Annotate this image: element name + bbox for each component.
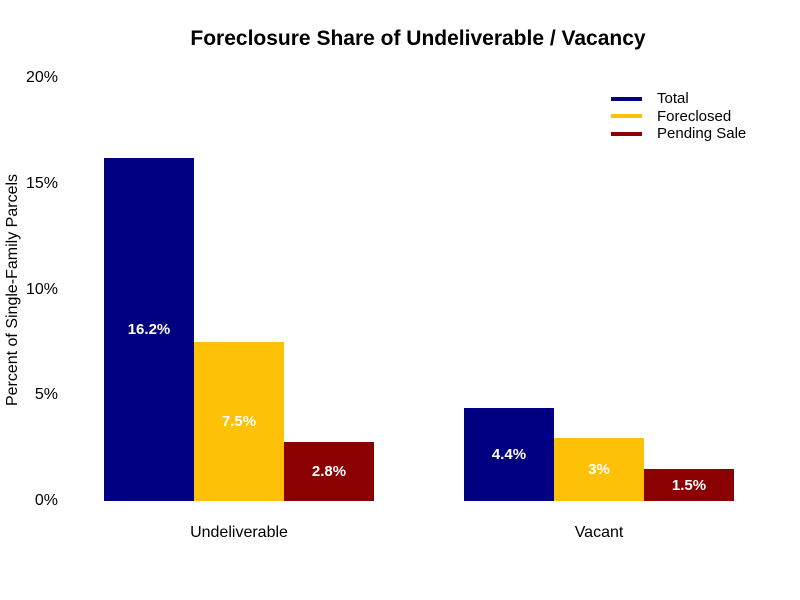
bar-value-label: 7.5% [221, 413, 257, 431]
bar-value-label: 2.8% [311, 462, 347, 480]
y-tick-label-20%: 20% [25, 69, 58, 86]
bar-value-label: 4.4% [491, 445, 527, 463]
legend: Total Foreclosed Pending Sale [611, 90, 746, 143]
bar-foreclosed-vacant: 3% [554, 437, 644, 501]
bar-total-vacant: 4.4% [464, 407, 554, 501]
legend-label-foreclosed: Foreclosed [657, 107, 732, 125]
x-category-label-undeliverable: Undeliverable [190, 524, 288, 541]
bar-value-label: 1.5% [671, 476, 707, 494]
x-category-label-vacant: Vacant [574, 524, 624, 541]
legend-item-pending-sale: Pending Sale [611, 125, 746, 143]
legend-swatch-foreclosed [611, 114, 642, 119]
legend-label-total: Total [657, 90, 689, 108]
bar-value-label: 16.2% [127, 321, 171, 339]
bar-total-undeliverable: 16.2% [104, 158, 194, 501]
bar-value-label: 3% [588, 460, 610, 478]
bar-pending-sale-vacant: 1.5% [644, 469, 734, 501]
bar-pending-sale-undeliverable: 2.8% [284, 441, 374, 501]
legend-swatch-total [611, 96, 642, 101]
legend-label-pending-sale: Pending Sale [657, 125, 747, 143]
y-tick-label-5%: 5% [34, 386, 58, 404]
legend-item-foreclosed: Foreclosed [611, 108, 746, 126]
legend-swatch-pending-sale [611, 131, 642, 136]
bar-foreclosed-undeliverable: 7.5% [194, 342, 284, 501]
y-tick-label-0%: 0% [34, 492, 58, 509]
y-tick-label-15%: 15% [25, 174, 58, 192]
legend-item-total: Total [611, 90, 746, 108]
y-tick-label-10%: 10% [25, 280, 58, 298]
chart-title: Foreclosure Share of Undeliverable / Vac… [190, 27, 646, 50]
